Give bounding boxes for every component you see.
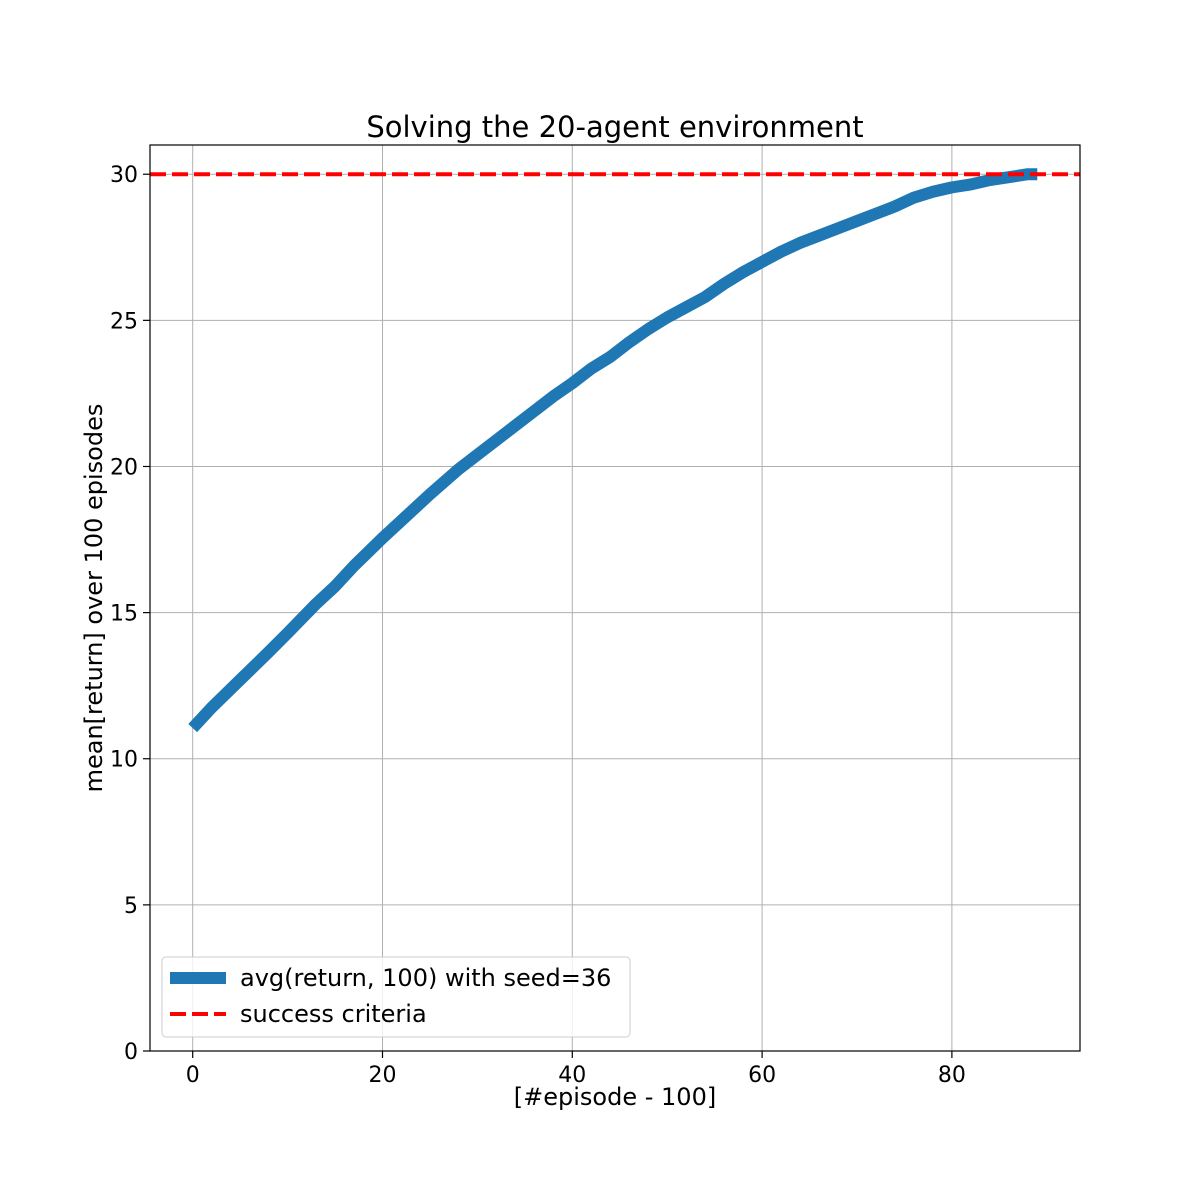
y-tick-label: 0 — [124, 1040, 138, 1065]
y-tick-label: 10 — [110, 748, 138, 773]
series-line-avg-return — [188, 168, 1038, 733]
x-tick-label: 20 — [369, 1063, 397, 1088]
x-tick-label: 60 — [748, 1063, 776, 1088]
grid-lines — [150, 145, 1080, 1052]
plot-frame — [149, 144, 1081, 1052]
x-tick-label: 0 — [186, 1063, 200, 1088]
plot-lines — [150, 168, 1080, 733]
legend-label-series: avg(return, 100) with seed=36 — [240, 964, 611, 992]
x-tick-label: 40 — [558, 1063, 586, 1088]
y-axis-label: mean[return] over 100 episodes — [80, 404, 108, 793]
y-tick-label: 30 — [110, 163, 138, 188]
y-tick-label: 20 — [110, 455, 138, 480]
legend: avg(return, 100) with seed=36 success cr… — [161, 956, 631, 1038]
y-tick-label: 5 — [124, 894, 138, 919]
ticks: 0 20 40 60 80 0 5 10 15 20 25 30 — [110, 163, 966, 1088]
legend-box — [161, 956, 631, 1038]
y-tick-label: 15 — [110, 602, 138, 627]
y-tick-label: 25 — [110, 309, 138, 334]
legend-label-threshold: success criteria — [240, 1000, 427, 1028]
x-axis-label: [#episode - 100] — [514, 1083, 716, 1111]
x-tick-label: 80 — [938, 1063, 966, 1088]
chart-title: Solving the 20-agent environment — [366, 110, 863, 144]
